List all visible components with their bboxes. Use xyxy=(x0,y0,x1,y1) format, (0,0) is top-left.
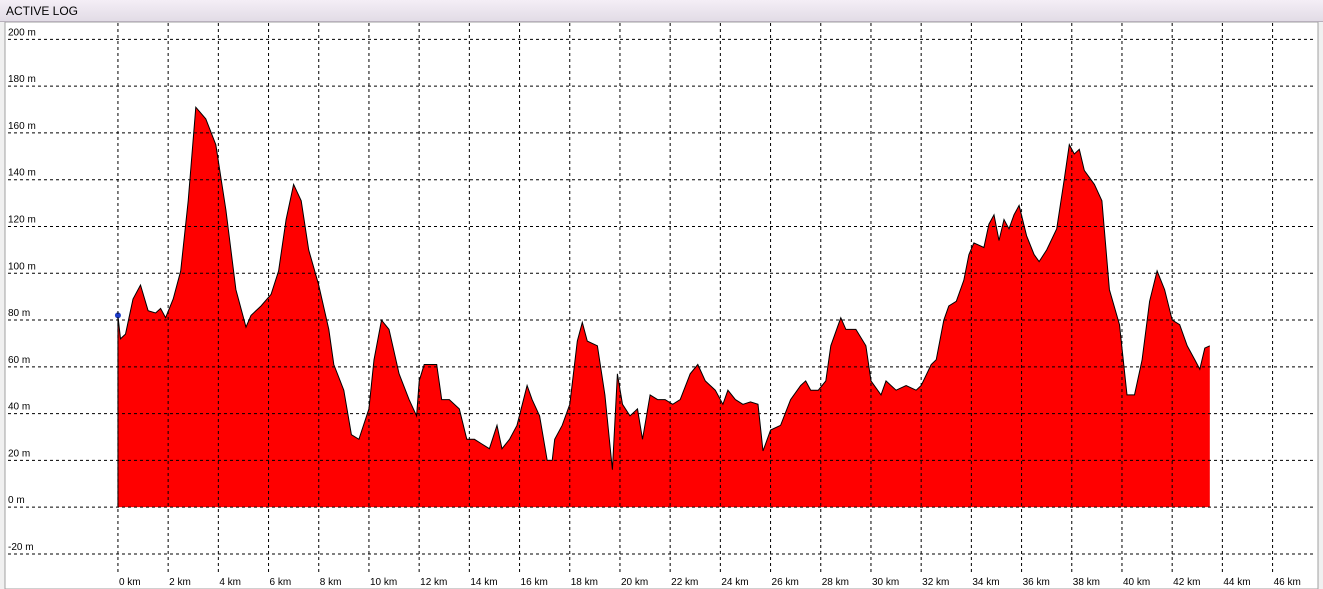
x-tick-label: 22 km xyxy=(671,577,698,588)
x-tick-label: 28 km xyxy=(822,577,849,588)
y-tick-label: 40 m xyxy=(8,402,30,413)
x-tick-label: 14 km xyxy=(470,577,497,588)
x-tick-label: 10 km xyxy=(370,577,397,588)
x-tick-label: 34 km xyxy=(972,577,999,588)
x-tick-label: 30 km xyxy=(872,577,899,588)
y-tick-label: 0 m xyxy=(8,495,25,506)
chart: -20 m 0 m 20 m 40 m 60 m 80 m 100 m 120 m 140 m 1… xyxy=(4,22,1319,589)
x-tick-label: 38 km xyxy=(1073,577,1100,588)
x-tick-label: 6 km xyxy=(270,577,292,588)
start-marker xyxy=(114,312,121,319)
y-tick-label: 160 m xyxy=(8,121,36,132)
x-tick-label: 2 km xyxy=(169,577,191,588)
window-title: ACTIVE LOG xyxy=(6,4,79,18)
x-tick-label: 36 km xyxy=(1023,577,1050,588)
x-tick-label: 42 km xyxy=(1173,577,1200,588)
y-tick-label: 100 m xyxy=(8,261,36,272)
y-tick-label: 180 m xyxy=(8,74,36,85)
y-tick-label: 140 m xyxy=(8,168,36,179)
y-tick-label: -20 m xyxy=(8,542,34,553)
y-tick-label: 60 m xyxy=(8,355,30,366)
elevation-outline xyxy=(117,105,1211,470)
y-tick-label: 20 m xyxy=(8,448,30,459)
x-tick-label: 46 km xyxy=(1274,577,1301,588)
title-bar: ACTIVE LOG xyxy=(0,0,1323,22)
elevation-area xyxy=(117,107,1210,508)
x-tick-label: 40 km xyxy=(1123,577,1150,588)
x-tick-label: 18 km xyxy=(571,577,598,588)
x-tick-label: 0 km xyxy=(119,577,141,588)
x-tick-label: 24 km xyxy=(721,577,748,588)
x-tick-label: 32 km xyxy=(922,577,949,588)
y-tick-label: 200 m xyxy=(8,27,36,38)
x-tick-label: 4 km xyxy=(219,577,241,588)
y-tick-label: 80 m xyxy=(8,308,30,319)
x-tick-label: 16 km xyxy=(521,577,548,588)
x-tick-label: 26 km xyxy=(772,577,799,588)
y-tick-label: 120 m xyxy=(8,214,36,225)
x-tick-label: 20 km xyxy=(621,577,648,588)
x-tick-label: 8 km xyxy=(320,577,342,588)
x-tick-label: 12 km xyxy=(420,577,447,588)
x-tick-label: 44 km xyxy=(1223,577,1250,588)
